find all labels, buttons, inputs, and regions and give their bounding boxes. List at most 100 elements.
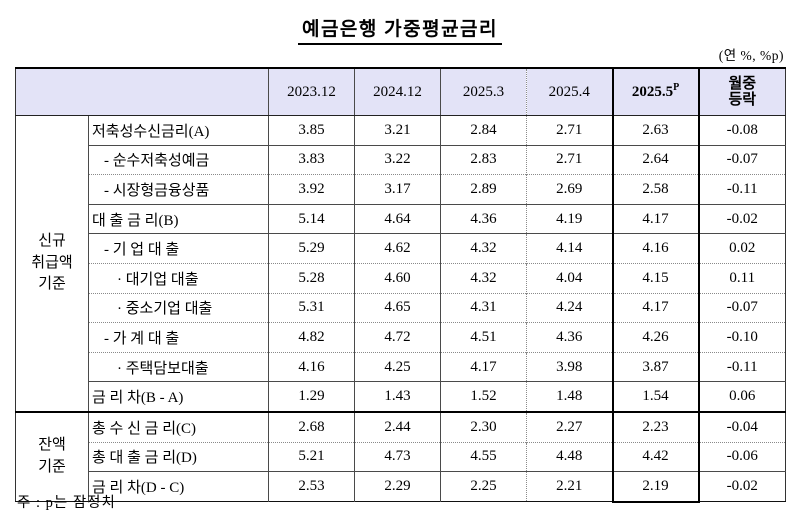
cell-value: 2.68 [268, 410, 355, 443]
table-row: 금 리 차(B - A) 1.29 1.43 1.52 1.48 1.54 0.06 [16, 381, 786, 412]
footnote: 주 : p는 잠정치 [17, 495, 116, 511]
cell-value: 2.29 [354, 471, 441, 502]
row-label: 저축성수신금리(A) [88, 115, 269, 146]
cell-value: -0.04 [698, 410, 786, 443]
cell-value: 3.98 [526, 351, 613, 382]
cell-value: 2.44 [354, 410, 441, 443]
table-row: - 시장형금융상품 3.92 3.17 2.89 2.69 2.58 -0.11 [16, 174, 786, 205]
cell-value: 4.19 [526, 203, 613, 234]
cell-value: 2.30 [440, 410, 527, 443]
provisional-superscript: P [673, 81, 680, 93]
cell-value: -0.11 [698, 174, 786, 205]
table-row: 대 출 금 리(B) 5.14 4.64 4.36 4.19 4.17 -0.02 [16, 203, 786, 234]
table-row: 신규 취급액 기준 저축성수신금리(A) 3.85 3.21 2.84 2.71 2.63-… [15, 114, 786, 412]
row-label: - 기 업 대 출 [88, 233, 269, 264]
cell-value: 4.16 [268, 351, 355, 382]
cell-value: 1.43 [354, 381, 441, 412]
cell-value: 5.28 [268, 262, 355, 294]
cell-value: 2.25 [440, 471, 527, 502]
cell-value: 5.29 [268, 233, 355, 264]
cell-value: 3.21 [354, 115, 441, 146]
row-label: 금 리 차(D - C) [88, 471, 269, 502]
cell-value: 4.26 [611, 322, 700, 353]
cell-value: 5.31 [268, 292, 355, 323]
cell-value: 4.73 [354, 441, 441, 472]
cell-value: 5.21 [268, 441, 355, 472]
cell-value: 4.65 [354, 292, 441, 323]
cell-value: 2.64 [611, 144, 700, 175]
cell-value: 2.71 [526, 115, 613, 146]
column-header: 2025.5P [611, 67, 700, 116]
cell-value: 0.02 [698, 233, 786, 264]
cell-value: 4.17 [611, 292, 700, 323]
cell-value: 2.58 [611, 174, 700, 205]
cell-value: -0.02 [698, 203, 786, 234]
cell-value: 5.14 [268, 203, 355, 234]
cell-value: 1.29 [268, 381, 355, 412]
cell-value: 1.54 [611, 381, 700, 412]
cell-value: 0.06 [698, 381, 786, 412]
row-label: 금 리 차(B - A) [88, 381, 269, 412]
column-header: 2024.12 [354, 68, 441, 116]
cell-value: 3.83 [268, 144, 355, 175]
cell-value: -0.02 [698, 471, 786, 502]
cell-value: 2.83 [440, 144, 527, 175]
row-label: · 중소기업 대출 [88, 292, 269, 323]
cell-value: 4.31 [440, 292, 527, 323]
cell-value: 2.53 [268, 471, 355, 502]
cell-value: 4.72 [354, 322, 441, 353]
cell-value: 4.32 [440, 233, 527, 264]
row-label: - 시장형금융상품 [88, 174, 269, 205]
cell-value: 4.60 [354, 262, 441, 294]
column-header: 월중 등락 [698, 68, 786, 116]
cell-value: 4.82 [268, 322, 355, 353]
group-label: 잔액 기준 [15, 410, 89, 502]
cell-value: -0.08 [698, 115, 786, 146]
cell-value: 4.17 [611, 203, 700, 234]
cell-value: 4.36 [440, 203, 527, 234]
column-header: 2023.12 [268, 68, 355, 116]
cell-value: 4.36 [526, 322, 613, 353]
table-row: - 기 업 대 출 5.29 4.62 4.32 4.14 4.16 0.02 [16, 233, 786, 264]
table-row: 총 대 출 금 리(D) 5.21 4.73 4.55 4.48 4.42 -0.06 [16, 441, 786, 472]
cell-value: 2.63 [611, 115, 700, 146]
cell-value: 4.62 [354, 233, 441, 264]
cell-value: 2.89 [440, 174, 527, 205]
cell-value: 4.25 [354, 351, 441, 382]
rates-table-wrapper: 2023.12 2024.12 2025.3 2025.4 2025.5P 월중 등락 신… [15, 67, 786, 503]
cell-value: 4.42 [611, 441, 700, 472]
row-label: 총 대 출 금 리(D) [88, 441, 269, 472]
cell-value: 4.16 [611, 233, 700, 264]
row-label: - 순수저축성예금 [88, 144, 269, 175]
cell-value: 2.19 [611, 471, 700, 503]
unit-note: (연 %, %p) [718, 48, 784, 63]
cell-value: 4.32 [440, 262, 527, 294]
cell-value: 4.51 [440, 322, 527, 353]
table-row: · 대기업 대출 5.28 4.60 4.32 4.04 4.15 0.11 [16, 262, 786, 294]
group-label: 신규 취급액 기준 [15, 114, 89, 412]
cell-value: -0.07 [698, 292, 786, 323]
page-title-text: 예금은행 가중평균금리 [297, 19, 503, 45]
column-header: 2025.4 [526, 68, 613, 116]
cell-value: 2.27 [526, 410, 613, 443]
cell-value: 3.22 [354, 144, 441, 175]
cell-value: 1.52 [440, 381, 527, 412]
page-title: 예금은행 가중평균금리 [0, 14, 800, 45]
table-row: - 가 계 대 출 4.82 4.72 4.51 4.36 4.26 -0.10 [16, 322, 786, 353]
cell-value: -0.07 [698, 144, 786, 175]
table-row: - 순수저축성예금 3.83 3.22 2.83 2.71 2.64 -0.07 [16, 144, 786, 175]
cell-value: 0.11 [698, 262, 786, 294]
cell-value: 4.15 [611, 262, 700, 294]
cell-value: 3.17 [354, 174, 441, 205]
row-label: · 대기업 대출 [88, 262, 269, 294]
cell-value: 2.23 [611, 410, 700, 443]
cell-value: 4.14 [526, 233, 613, 264]
cell-value: 4.24 [526, 292, 613, 323]
cell-value: 2.21 [526, 471, 613, 502]
cell-value: -0.11 [698, 351, 786, 382]
row-label: 대 출 금 리(B) [88, 203, 269, 234]
table-row: 잔액 기준 총 수 신 금 리(C) 2.68 2.44 2.30 2.27 2.23 -0.… [15, 410, 786, 502]
table-row: 금 리 차(D - C) 2.53 2.29 2.25 2.21 2.19 -0.02 [16, 471, 786, 503]
rates-table: 2023.12 2024.12 2025.3 2025.4 2025.5P 월중 등락 신… [15, 67, 786, 503]
cell-value: 2.69 [526, 174, 613, 205]
